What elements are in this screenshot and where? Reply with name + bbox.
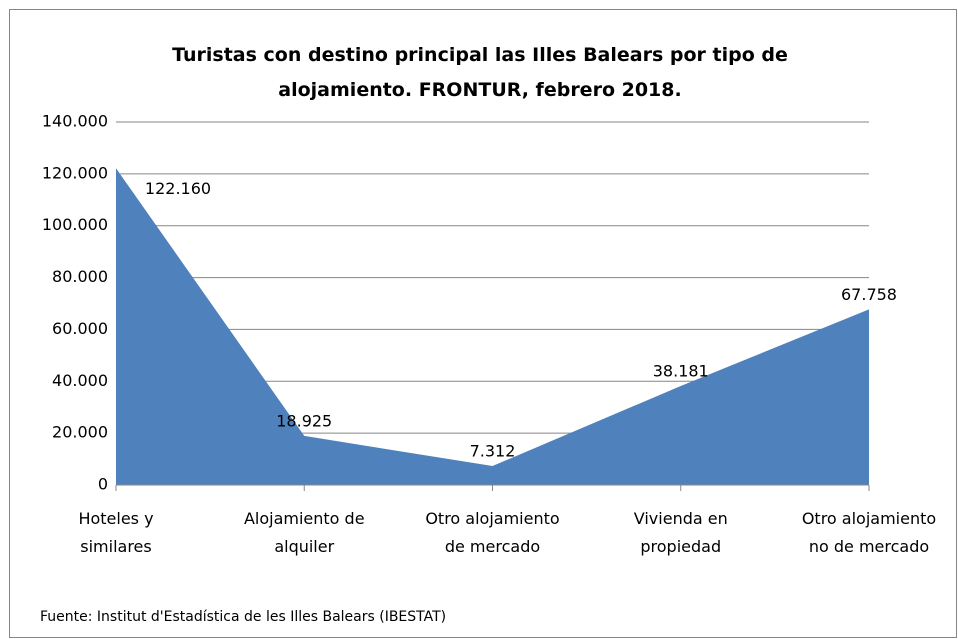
data-label: 67.758: [841, 285, 897, 304]
area: [116, 168, 869, 485]
y-tick-label: 40.000: [52, 371, 108, 390]
data-label: 38.181: [653, 362, 709, 381]
y-tick-label: 120.000: [42, 163, 108, 182]
source-note: Fuente: Institut d'Estadística de les Il…: [40, 609, 446, 625]
x-tick-label: Hoteles y similares: [78, 509, 153, 556]
data-label: 18.925: [276, 411, 332, 430]
data-label: 122.160: [145, 179, 211, 198]
x-tick-label: Alojamiento de alquiler: [244, 509, 365, 556]
y-tick-label: 60.000: [52, 319, 108, 338]
chart-title: Turistas con destino principal las Illes…: [172, 44, 788, 101]
x-tick-label: Otro alojamiento de mercado: [425, 509, 559, 556]
x-tick-label: Otro alojamiento no de mercado: [802, 509, 936, 556]
y-tick-label: 80.000: [52, 267, 108, 286]
y-tick-label: 140.000: [42, 112, 108, 131]
data-label: 7.312: [470, 442, 516, 461]
y-tick-label: 20.000: [52, 423, 108, 442]
y-tick-label: 100.000: [42, 215, 108, 234]
y-tick-label: 0: [98, 475, 108, 494]
x-tick-label: Vivienda en propiedad: [634, 509, 728, 556]
